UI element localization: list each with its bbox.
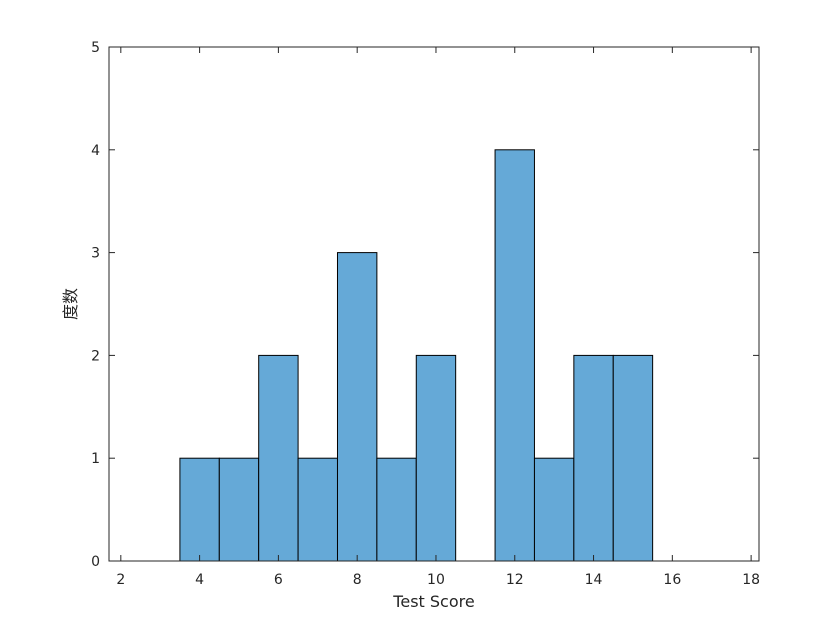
x-tick-label-16: 16 bbox=[663, 572, 681, 588]
histogram-bars bbox=[179, 149, 654, 562]
plot-area-frame bbox=[108, 46, 760, 562]
histogram-bar-6 bbox=[415, 354, 457, 562]
histogram-bar-9 bbox=[533, 457, 575, 562]
y-tick-label-0: 0 bbox=[91, 554, 100, 570]
histogram-bar-8 bbox=[494, 149, 535, 562]
x-tick-label-18: 18 bbox=[742, 572, 760, 588]
histogram-bar-0 bbox=[179, 457, 220, 562]
x-tick-label-2: 2 bbox=[116, 572, 125, 588]
y-axis-label: 度数 bbox=[61, 288, 80, 320]
y-tick-label-1: 1 bbox=[91, 451, 100, 467]
x-tick-label-6: 6 bbox=[274, 572, 283, 588]
x-axis-label: Test Score bbox=[392, 592, 474, 611]
x-tick-label-8: 8 bbox=[353, 572, 362, 588]
histogram-bar-2 bbox=[258, 354, 299, 562]
y-tick-label-3: 3 bbox=[91, 246, 100, 262]
histogram-bar-10 bbox=[573, 354, 614, 562]
histogram-bar-3 bbox=[297, 457, 338, 562]
y-tick-label-2: 2 bbox=[91, 348, 100, 364]
x-tick-label-4: 4 bbox=[195, 572, 204, 588]
histogram-bar-1 bbox=[218, 457, 260, 562]
x-tick-label-12: 12 bbox=[506, 572, 524, 588]
y-tick-label-5: 5 bbox=[91, 40, 100, 56]
histogram-bar-4 bbox=[336, 252, 378, 562]
x-tick-label-14: 14 bbox=[585, 572, 603, 588]
histogram-bar-11 bbox=[612, 354, 654, 562]
histogram-bar-5 bbox=[376, 457, 417, 562]
y-tick-label-4: 4 bbox=[91, 143, 100, 159]
x-tick-label-10: 10 bbox=[427, 572, 445, 588]
